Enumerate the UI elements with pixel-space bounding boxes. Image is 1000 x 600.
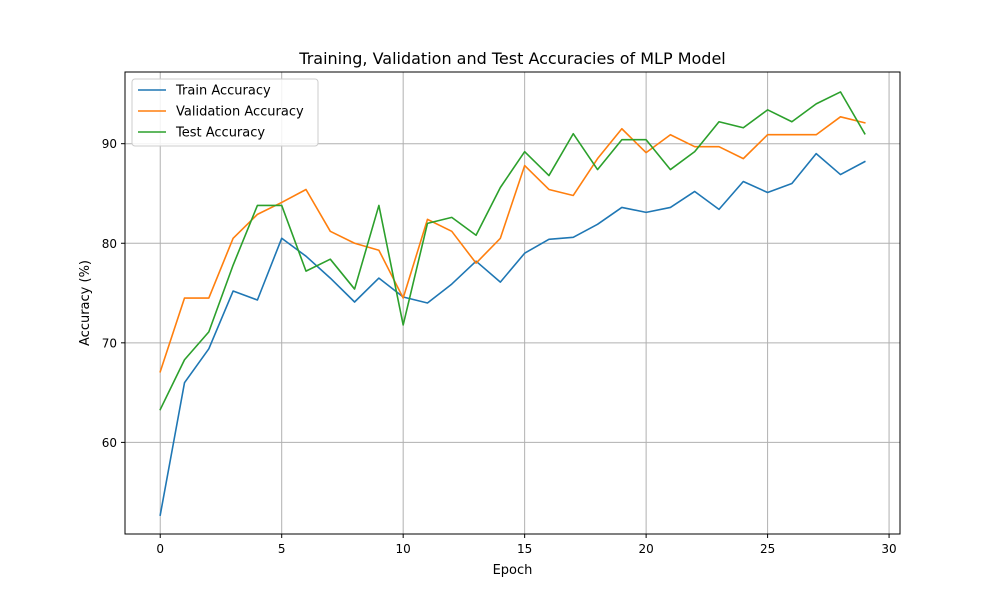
- x-tick-label: 5: [278, 542, 286, 556]
- x-axis-label: Epoch: [493, 563, 533, 578]
- x-tick-label: 30: [881, 542, 896, 556]
- x-axis-ticks: 0 5 10 15 20 25 30: [156, 534, 897, 556]
- y-tick-label: 60: [102, 436, 117, 450]
- chart-title: Training, Validation and Test Accuracies…: [298, 49, 725, 68]
- x-tick-label: 25: [760, 542, 775, 556]
- x-tick-label: 10: [396, 542, 411, 556]
- x-tick-label: 15: [517, 542, 532, 556]
- legend-box: [131, 78, 319, 147]
- series-lines: [159, 91, 866, 517]
- y-tick-label: 90: [102, 137, 117, 151]
- legend: Train Accuracy Validation Accuracy Test Ac…: [131, 78, 319, 147]
- y-axis-ticks: 60 70 80 90: [102, 137, 125, 450]
- series-line-test-accuracy: [159, 91, 866, 411]
- x-tick-label: 20: [638, 542, 653, 556]
- y-axis-label: Accuracy (%): [78, 260, 93, 346]
- series-line-validation-accuracy: [159, 116, 866, 373]
- grid: [125, 72, 900, 534]
- legend-label-train-accuracy: Train Accuracy: [175, 84, 271, 99]
- x-tick-label: 0: [156, 542, 164, 556]
- y-tick-label: 80: [102, 237, 117, 251]
- legend-label-test-accuracy: Test Accuracy: [175, 126, 265, 141]
- series-line-train-accuracy: [159, 152, 866, 517]
- plot-frame: [124, 71, 901, 535]
- legend-label-validation-accuracy: Validation Accuracy: [176, 105, 304, 120]
- y-tick-label: 70: [102, 336, 117, 350]
